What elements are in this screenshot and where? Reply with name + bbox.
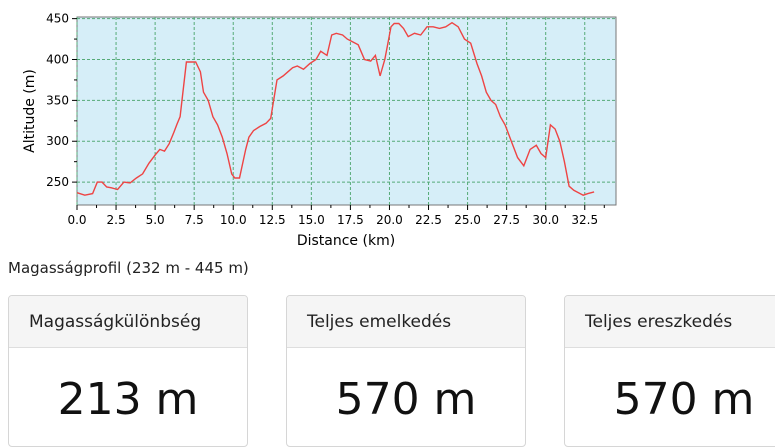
card-value: 213 m <box>57 374 199 425</box>
x-tick-label: 27.5 <box>493 213 520 227</box>
x-tick-label: 15.0 <box>298 213 325 227</box>
x-tick-label: 20.0 <box>376 213 403 227</box>
x-tick-label: 12.5 <box>259 213 286 227</box>
elevation-chart: 0.0 2.5 5.0 7.5 10.0 12.5 15.0 17.5 20.0 22.5 25.0… <box>22 12 617 249</box>
x-tick-label: 17.5 <box>337 213 364 227</box>
x-tick-label: 32.5 <box>571 213 598 227</box>
card-title: Magasságkülönbség <box>9 296 247 348</box>
x-tick-label: 10.0 <box>220 213 247 227</box>
card-title: Teljes emelkedés <box>287 296 525 348</box>
y-tick-label: 250 <box>46 175 69 189</box>
y-tick-label: 450 <box>46 12 69 26</box>
x-tick-label: 0.0 <box>67 213 86 227</box>
y-axis: 250 300 350 400 450 <box>46 12 77 189</box>
grid-lines <box>76 17 616 205</box>
total-ascent-card: Teljes emelkedés 570 m <box>286 295 526 447</box>
y-tick-label: 300 <box>46 134 69 148</box>
card-title: Teljes ereszkedés <box>565 296 775 348</box>
x-tick-label: 25.0 <box>454 213 481 227</box>
x-tick-label: 30.0 <box>532 213 559 227</box>
card-value: 570 m <box>335 374 477 425</box>
elevation-line <box>76 21 595 196</box>
total-descent-card: Teljes ereszkedés 570 m <box>564 295 775 447</box>
elevation-difference-card: Magasságkülönbség 213 m <box>8 295 248 447</box>
plot-area <box>76 16 617 206</box>
x-axis-title: Distance (km) <box>297 233 395 249</box>
elevation-profile-label: Magasságprofil (232 m - 445 m) <box>8 259 249 277</box>
x-tick-label: 7.5 <box>185 213 204 227</box>
y-axis-title: Altitude (m) <box>22 69 38 153</box>
y-tick-label: 350 <box>46 93 69 107</box>
card-value: 570 m <box>613 374 755 425</box>
x-tick-label: 5.0 <box>146 213 165 227</box>
x-tick-label: 2.5 <box>107 213 126 227</box>
x-axis: 0.0 2.5 5.0 7.5 10.0 12.5 15.0 17.5 20.0 22.5 25.0… <box>67 205 605 227</box>
y-tick-label: 400 <box>46 53 69 67</box>
x-tick-label: 22.5 <box>415 213 442 227</box>
